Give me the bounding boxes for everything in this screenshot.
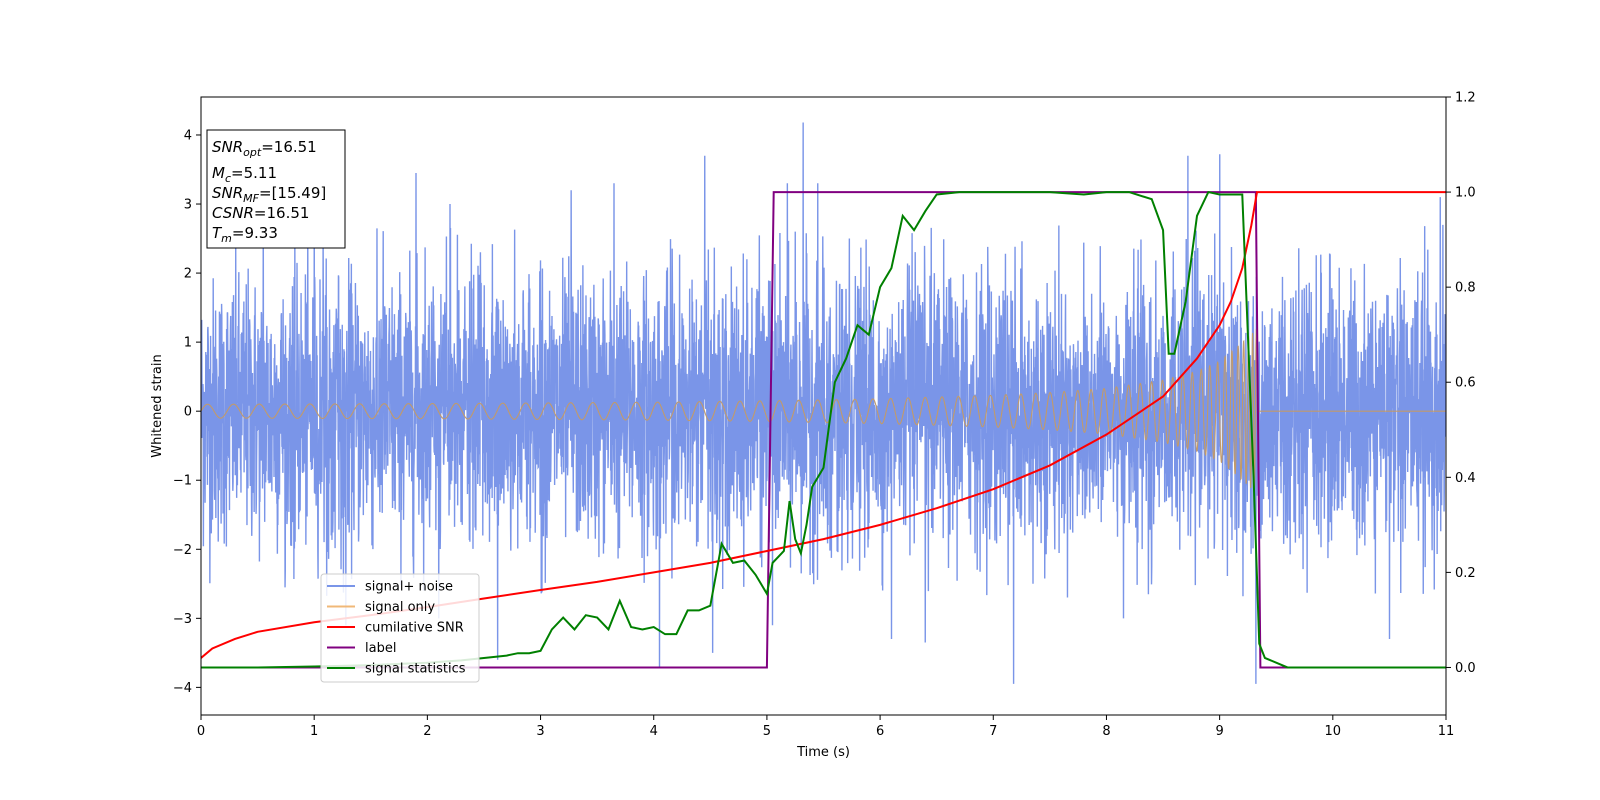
x-tick-label: 9 [1215, 724, 1223, 739]
legend-label: cumilative SNR [365, 621, 464, 636]
annotation-mc: Mc=5.11 [212, 164, 277, 185]
y-tick-label: −3 [173, 612, 192, 627]
y-tick-label: 4 [184, 128, 192, 143]
y-tick-label: 1 [184, 336, 192, 351]
x-tick-label: 10 [1325, 724, 1342, 739]
legend-label: label [365, 641, 396, 656]
axes: 0 1 2 3 4 5 6 7 8 9 10 11 −4 −3 −2 −1 0 1 2 3 4 0.0 0.2 0.4 0.6 0… [173, 91, 1476, 740]
legend-label: signal statistics [365, 662, 466, 677]
x-tick-label: 4 [650, 724, 658, 739]
y2-tick-label: 0.4 [1455, 471, 1476, 486]
x-tick-label: 5 [763, 724, 771, 739]
series-signal-only-line [201, 329, 1446, 492]
x-tick-label: 6 [876, 724, 884, 739]
y2-tick-label: 1.2 [1455, 91, 1476, 106]
legend: signal+ noise signal only cumilative SNR la… [320, 573, 480, 683]
plot-frame [200, 96, 1447, 716]
x-tick-label: 7 [989, 724, 997, 739]
legend-label: signal only [365, 600, 435, 615]
legend-label: signal+ noise [365, 580, 453, 595]
x-tick-label: 8 [1102, 724, 1110, 739]
x-tick-label: 3 [536, 724, 544, 739]
y2-tick-label: 0.8 [1455, 281, 1476, 296]
annotation-snr-mf: SNRMF=[15.49] [212, 184, 326, 205]
y-tick-label: 0 [184, 405, 192, 420]
x-axis-title: Time (s) [796, 745, 850, 760]
annotation-box: SNRopt=16.51 Mc=5.11 SNRMF=[15.49] CSNR=… [206, 129, 346, 249]
y-tick-label: −4 [173, 681, 192, 696]
x-tick-label: 2 [423, 724, 431, 739]
y-tick-label: −2 [173, 543, 192, 558]
y-tick-label: 3 [184, 198, 192, 213]
y2-tick-label: 0.0 [1455, 661, 1476, 676]
series-signal-statistics-line [201, 190, 1446, 669]
x-tick-label: 1 [310, 724, 318, 739]
annotation-snr-opt: SNRopt=16.51 [212, 138, 317, 159]
x-tick-label: 11 [1438, 724, 1455, 739]
y2-tick-label: 0.6 [1455, 376, 1476, 391]
annotation-csnr: CSNR=16.51 [212, 204, 309, 222]
y-axis-title: Whitened strain [150, 354, 165, 457]
series-signal-noise-line [201, 122, 1446, 684]
y2-tick-label: 1.0 [1455, 186, 1476, 201]
y-tick-label: −1 [173, 474, 192, 489]
y-tick-label: 2 [184, 267, 192, 282]
y2-tick-label: 0.2 [1455, 566, 1476, 581]
annotation-tm: Tm=9.33 [212, 224, 278, 245]
x-tick-label: 0 [197, 724, 205, 739]
